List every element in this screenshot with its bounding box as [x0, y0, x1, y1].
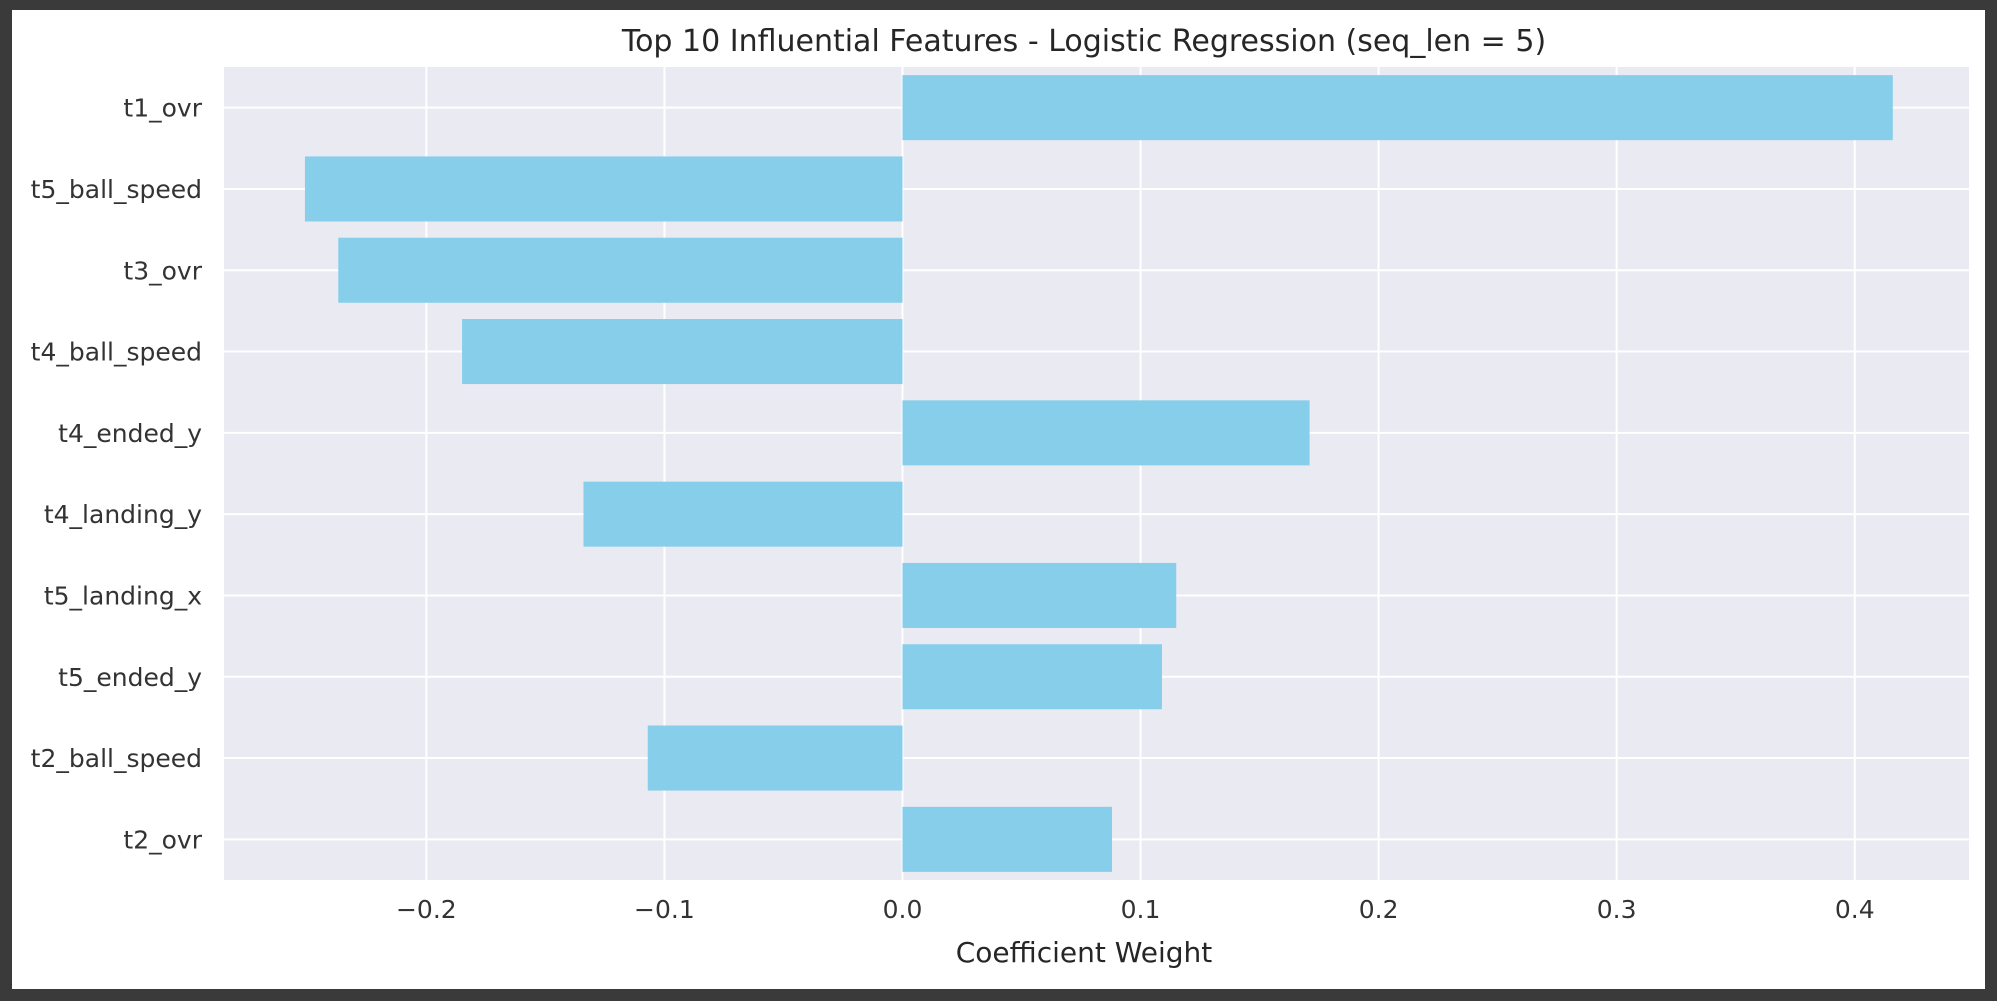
bar-t2-ball-speed: [647, 725, 903, 791]
y-tick-label: t5_ball_speed: [31, 175, 202, 204]
chart-frame: t1_ovr t5_ball_speed t3_ovr t4_ball_speed t4…: [12, 10, 1985, 989]
y-tick-label: t4_ball_speed: [31, 338, 202, 367]
y-tick-label: t5_ended_y: [58, 663, 202, 692]
x-tick-label: 0.3: [1597, 895, 1637, 924]
x-tick-label: 0.0: [883, 895, 923, 924]
y-tick-label: t2_ball_speed: [31, 744, 202, 773]
x-axis-label: Coefficient Weight: [956, 936, 1213, 969]
bar-t4-landing-y: [583, 481, 903, 547]
bar-t2-ovr: [902, 806, 1112, 872]
bar-t5-ball-speed: [304, 156, 903, 222]
x-tick-label: −0.1: [634, 895, 695, 924]
bar-t5-landing-x: [902, 562, 1177, 628]
x-tick-label: −0.2: [396, 895, 457, 924]
bar-t3-ovr: [338, 237, 903, 303]
bar-t4-ended-y: [902, 400, 1310, 466]
y-tick-label: t3_ovr: [123, 256, 202, 285]
bar-t1-ovr: [902, 75, 1893, 141]
x-tick-label: 0.4: [1835, 895, 1875, 924]
y-tick-label: t1_ovr: [123, 94, 202, 123]
bar-t4-ball-speed: [462, 319, 903, 385]
y-tick-label: t4_ended_y: [58, 419, 202, 448]
chart-title: Top 10 Influential Features - Logistic R…: [621, 24, 1546, 59]
y-tick-label: t2_ovr: [123, 825, 202, 854]
y-tick-label: t4_landing_y: [44, 500, 202, 529]
x-tick-label: 0.1: [1121, 895, 1161, 924]
bar-t5-ended-y: [902, 644, 1162, 710]
y-tick-label: t5_landing_x: [44, 581, 202, 610]
x-tick-label: 0.2: [1359, 895, 1399, 924]
bar-chart: t1_ovr t5_ball_speed t3_ovr t4_ball_speed t4…: [31, 24, 1969, 969]
